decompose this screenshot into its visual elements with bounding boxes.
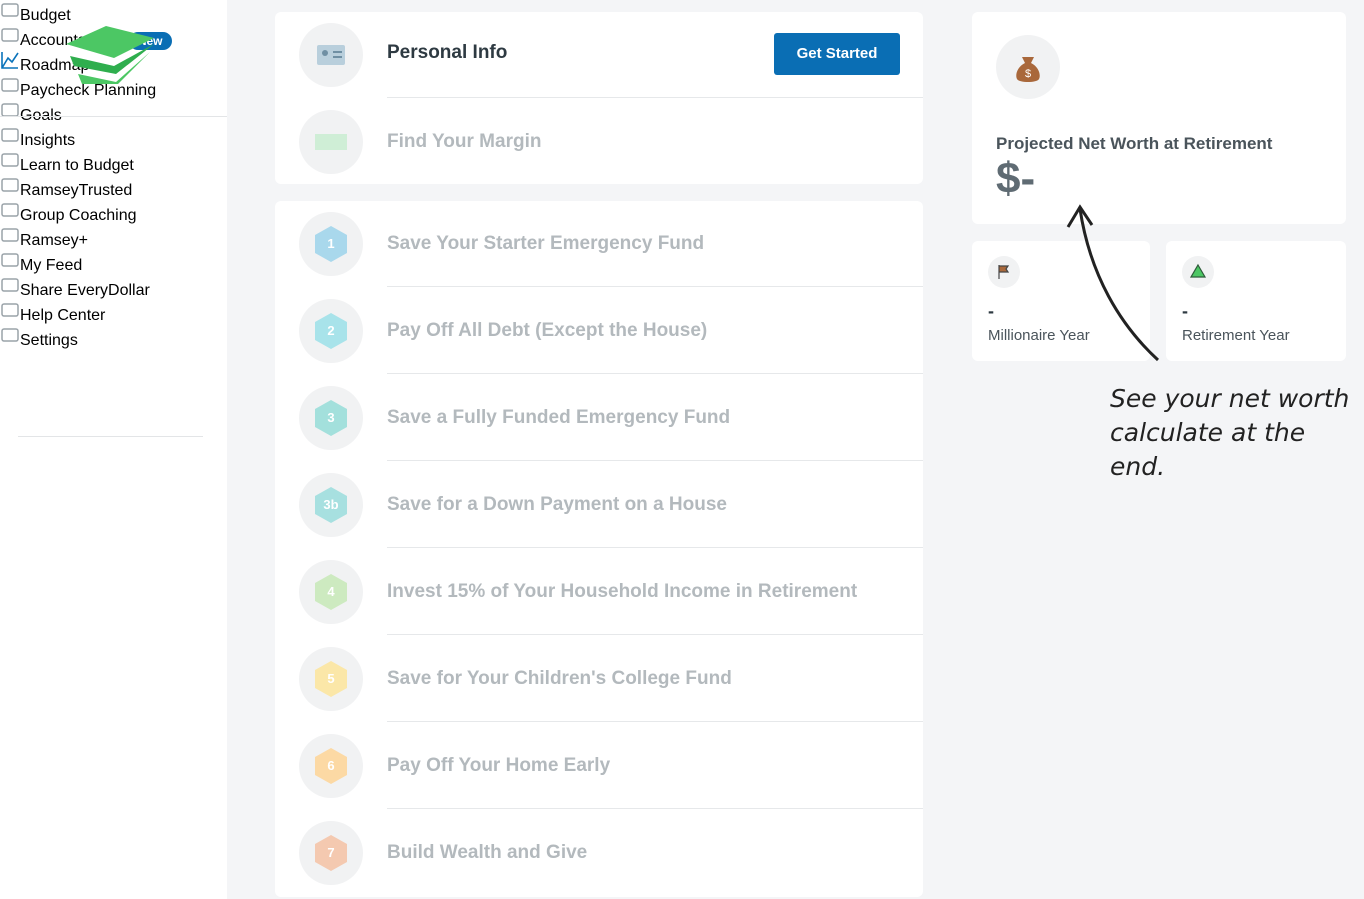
step-label: Build Wealth and Give xyxy=(387,842,588,863)
step-number: 1 xyxy=(327,236,335,251)
intro-card: Personal Info Get Started Find Your Marg… xyxy=(275,12,923,184)
nav-label: Group Coaching xyxy=(20,207,137,224)
divider xyxy=(387,547,923,548)
arrow xyxy=(1066,204,1160,362)
divider xyxy=(0,116,227,117)
nav-item[interactable]: RamseyTrusted xyxy=(0,175,227,200)
step-icon: 6 xyxy=(299,734,363,798)
step-row: 5 Save for Your Children's College Fund xyxy=(275,636,923,722)
nav-label: Budget xyxy=(20,7,71,24)
step-row: 4 Invest 15% of Your Household Income in … xyxy=(275,549,923,635)
intro-next: Find Your Margin xyxy=(387,131,542,152)
divider xyxy=(387,808,923,809)
annotation-line: calculate at the end. xyxy=(1110,418,1306,481)
nav-label: Insights xyxy=(20,132,76,149)
stat-card: - Retirement Year xyxy=(1166,241,1346,361)
sidebar: Budget Accounts New Roadmap Paycheck Plannin… xyxy=(0,0,227,899)
divider xyxy=(387,373,923,374)
step-label: Pay Off All Debt (Except the House) xyxy=(387,320,708,341)
divider xyxy=(387,634,923,635)
nav-label: Share EveryDollar xyxy=(20,282,150,299)
nav-label: Roadmap xyxy=(20,57,90,74)
step-icon: 4 xyxy=(299,560,363,624)
stat-card: - Millionaire Year xyxy=(972,241,1150,361)
step-row: 1 Save Your Starter Emergency Fund xyxy=(275,201,923,287)
nav-item[interactable]: Roadmap xyxy=(0,50,227,75)
divider xyxy=(387,721,923,722)
nav-item[interactable]: Settings xyxy=(0,325,227,350)
step-label: Save a Fully Funded Emergency Fund xyxy=(387,407,731,428)
nav-item[interactable]: Paycheck Planning xyxy=(0,75,227,100)
net-worth-label: Projected Net Worth at Retirement xyxy=(996,134,1273,153)
nav-label: Settings xyxy=(20,332,78,349)
step-icon: 5 xyxy=(299,647,363,711)
nav-label: Paycheck Planning xyxy=(20,82,157,99)
nav-item[interactable]: Help Center xyxy=(0,300,227,325)
nav-label: Learn to Budget xyxy=(20,157,134,174)
step-row: 6 Pay Off Your Home Early xyxy=(275,723,923,809)
icon xyxy=(299,23,363,87)
divider xyxy=(387,460,923,461)
stat-label: Retirement Year xyxy=(1182,327,1290,344)
step-row: 3 Save a Fully Funded Emergency Fund xyxy=(275,375,923,461)
stat-value: - xyxy=(988,301,994,321)
net-worth-card: $ Projected Net Worth at Retirement $- xyxy=(972,12,1346,224)
logo xyxy=(66,26,154,84)
nav-item[interactable]: My Feed xyxy=(0,250,227,275)
step-row: 2 Pay Off All Debt (Except the House) xyxy=(275,288,923,374)
stat-icon xyxy=(1182,256,1214,288)
icon: $ xyxy=(996,35,1060,99)
step-number: 6 xyxy=(327,758,335,773)
step-label: Save for a Down Payment on a House xyxy=(387,494,727,515)
nav-label: Goals xyxy=(20,107,62,124)
net-worth-value: $- xyxy=(996,154,1036,203)
step-icon: 1 xyxy=(299,212,363,276)
nav-item[interactable]: Insights xyxy=(0,125,227,150)
step-label: Save for Your Children's College Fund xyxy=(387,668,732,689)
stat-label: Millionaire Year xyxy=(988,327,1090,344)
annotation: See your net worth calculate at the end. xyxy=(1110,382,1364,484)
stat-icon xyxy=(988,256,1020,288)
nav-label: Help Center xyxy=(20,307,106,324)
step-number: 3 xyxy=(327,410,335,425)
nav-label: RamseyTrusted xyxy=(20,182,133,199)
step-icon: 7 xyxy=(299,821,363,885)
step-label: Invest 15% of Your Household Income in R… xyxy=(387,581,858,602)
icon xyxy=(299,110,363,174)
step-number: 4 xyxy=(327,584,335,599)
step-row: 3b Save for a Down Payment on a House xyxy=(275,462,923,548)
nav-item[interactable]: Goals xyxy=(0,100,227,125)
step-number: 2 xyxy=(327,323,335,338)
divider xyxy=(18,436,203,437)
svg-text:$: $ xyxy=(1025,68,1031,80)
nav-item[interactable]: Ramsey+ xyxy=(0,225,227,250)
get-started-button[interactable]: Get Started xyxy=(774,33,900,75)
step-number: 5 xyxy=(327,671,335,686)
annotation-line: See your net worth xyxy=(1110,384,1350,413)
step-icon: 2 xyxy=(299,299,363,363)
nav-item[interactable]: Group Coaching xyxy=(0,200,227,225)
intro-title: Personal Info xyxy=(387,42,508,63)
divider xyxy=(387,97,923,98)
nav-label: Ramsey+ xyxy=(20,232,89,249)
stat-value: - xyxy=(1182,301,1188,321)
divider xyxy=(387,286,923,287)
step-number: 7 xyxy=(327,845,335,860)
step-label: Pay Off Your Home Early xyxy=(387,755,611,776)
nav-item[interactable]: Budget xyxy=(0,0,227,25)
step-icon: 3 xyxy=(299,386,363,450)
step-row: 7 Build Wealth and Give xyxy=(275,810,923,896)
steps-card: 1 Save Your Starter Emergency Fund 2 Pay Of… xyxy=(275,201,923,897)
step-label: Save Your Starter Emergency Fund xyxy=(387,233,705,254)
nav-label: My Feed xyxy=(20,257,83,274)
step-number: 3b xyxy=(323,497,339,512)
step-icon: 3b xyxy=(299,473,363,537)
nav-item[interactable]: Share EveryDollar xyxy=(0,275,227,300)
nav-item[interactable]: Learn to Budget xyxy=(0,150,227,175)
